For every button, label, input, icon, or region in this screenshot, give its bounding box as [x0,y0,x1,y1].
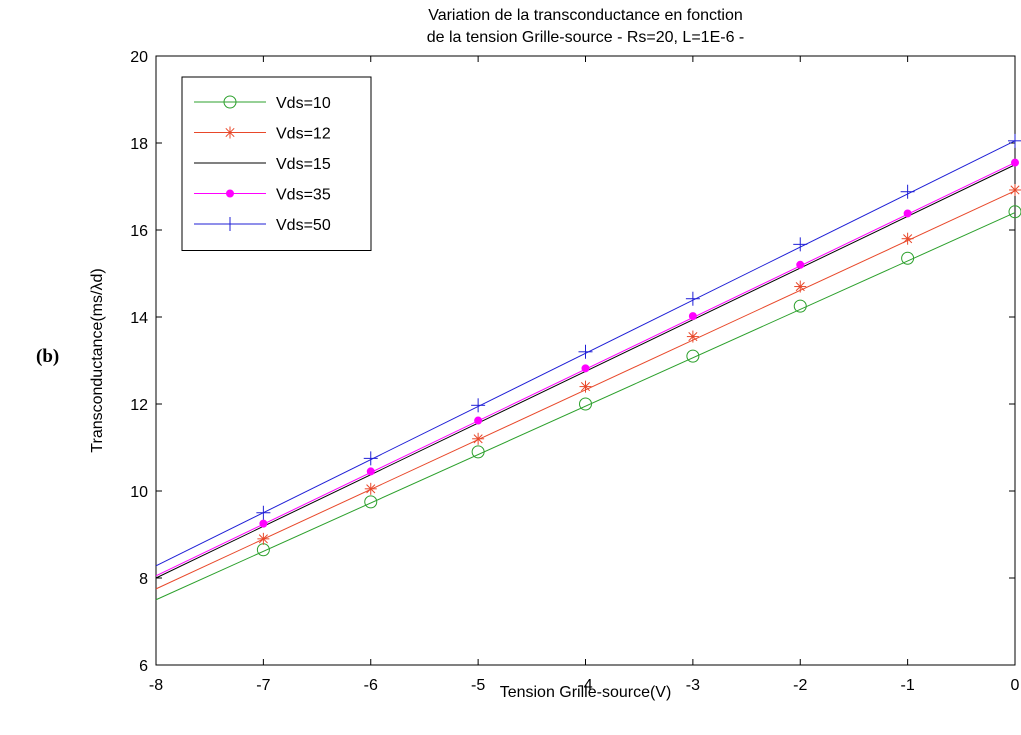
y-tick-label: 10 [130,484,148,501]
data-point [474,416,483,425]
data-point [259,519,268,528]
data-point [685,291,700,306]
data-point [901,251,915,265]
data-point [901,232,914,245]
data-point [256,505,271,520]
y-tick-label: 18 [130,136,148,153]
chart-title-line: Variation de la transconductance en fonc… [428,7,743,24]
legend-label: Vds=10 [276,95,331,112]
data-point [364,495,378,509]
legend-label: Vds=35 [276,187,331,204]
y-tick-label: 8 [139,571,148,588]
data-point [793,237,808,252]
data-point [1009,183,1021,196]
series-vds-12 [155,183,1021,590]
data-point [471,398,486,413]
legend-marker [223,95,237,109]
data-point [688,312,697,321]
legend-entry: Vds=15 [194,156,331,173]
data-point [1008,205,1021,219]
x-tick-label: -5 [471,677,485,694]
legend-label: Vds=15 [276,156,331,173]
data-point [472,432,485,445]
series-line [155,212,1016,601]
data-point [581,364,590,373]
chart-title: Variation de la transconductance en fonc… [427,7,744,46]
y-tick-label: 6 [139,658,148,675]
x-tick-label: -8 [149,677,163,694]
legend-entry: Vds=35 [194,187,331,204]
data-point [579,397,592,411]
data-point [900,184,915,199]
legend: Vds=10 Vds=12 Vds=15 Vds=35 Vds=50 [181,76,372,251]
data-point [796,260,805,269]
data-point [366,467,375,476]
x-tick-label: -7 [256,677,270,694]
x-axis-label: Tension Grille-source(V) [500,684,672,701]
chart-title-line: de la tension Grille-source - Rs=20, L=1… [427,29,744,46]
y-tick-label: 14 [130,310,148,327]
legend-marker [226,189,234,198]
data-point [1011,158,1019,167]
data-point [471,445,485,459]
y-tick-label: 20 [130,49,148,66]
series-vds-50 [155,133,1021,567]
axis-ticks: -8 -7 -6 -5 -4 -3 -2 -1 0 6 8 10 12 14 16 18 20 [130,49,1019,694]
x-tick-label: -3 [686,677,700,694]
data-point [578,344,593,359]
y-axis-label: Transconductance(ms/λd) [89,268,106,452]
x-tick-label: -1 [901,677,915,694]
data-point [686,349,700,363]
y-tick-label: 16 [130,223,148,240]
x-tick-label: -2 [793,677,807,694]
panel-label: (b) [36,346,60,367]
data-point [686,330,699,343]
legend-marker [223,217,237,231]
data-point [1008,133,1021,148]
legend-entry: Vds=12 [194,126,331,143]
data-point [257,532,270,545]
series-vds-10 [155,205,1021,601]
data-point [793,299,807,313]
x-tick-label: -4 [578,677,592,694]
x-tick-label: 0 [1011,677,1020,694]
series-vds-35 [155,158,1019,577]
legend-box [181,76,372,251]
data-point [794,280,807,293]
data-point [903,209,912,218]
legend-entry: Vds=10 [194,95,331,112]
legend-marker [224,126,236,139]
x-tick-label: -6 [364,677,378,694]
legend-label: Vds=12 [276,126,331,143]
legend-entry: Vds=50 [194,217,331,234]
data-point [363,451,378,466]
series-group [155,133,1021,601]
legend-label: Vds=50 [276,217,331,234]
data-point [579,380,592,393]
data-point [364,482,377,495]
y-tick-label: 12 [130,397,148,414]
